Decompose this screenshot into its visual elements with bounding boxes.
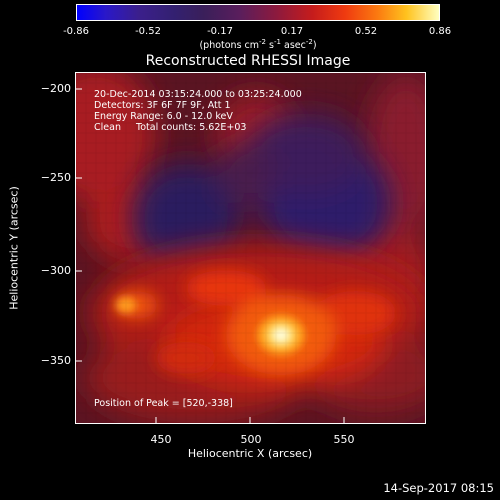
annotation-energy-range: Energy Range: 6.0 - 12.0 keV: [94, 111, 233, 122]
colorbar-tick-label: 0.52: [354, 26, 378, 37]
annotation-clean-counts: Clean Total counts: 5.62E+03: [94, 122, 247, 133]
annotation-time-range: 20-Dec-2014 03:15:24.000 to 03:25:24.000: [94, 89, 302, 100]
x-axis-label: Heliocentric X (arcsec): [187, 447, 313, 460]
axis-ticks: [76, 88, 345, 423]
annotation-detectors: Detectors: 3F 6F 7F 9F, Att 1: [94, 100, 231, 111]
colorbar-tick-label: 0.17: [280, 26, 304, 37]
footer-timestamp: 14-Sep-2017 08:15: [383, 481, 494, 495]
image-title: Reconstructed RHESSI Image: [145, 53, 351, 69]
colorbar: [76, 4, 440, 21]
x-tick-label: 550: [333, 433, 355, 446]
y-axis-label: Heliocentric Y (arcsec): [7, 186, 21, 310]
colorbar-tick-label: -0.17: [207, 26, 233, 37]
colorbar-tick-label: -0.52: [135, 26, 161, 37]
rhessi-image: 20-Dec-2014 03:15:24.000 to 03:25:24.000…: [75, 72, 426, 424]
rhessi-image-canvas: [76, 73, 425, 423]
colorbar-tick-label: 0.86: [428, 26, 452, 37]
y-tick-label: −250: [40, 171, 71, 184]
y-tick-label: −200: [40, 82, 71, 95]
colorbar-units: (photons cm-2 s-1 asec-2): [199, 38, 317, 52]
y-tick-label: −350: [40, 354, 71, 367]
x-tick-label: 500: [240, 433, 262, 446]
annotation-peak-position: Position of Peak = [520,-338]: [94, 398, 233, 409]
x-tick-label: 450: [150, 433, 172, 446]
y-tick-label: −300: [40, 264, 71, 277]
colorbar-tick-label: -0.86: [63, 26, 89, 37]
